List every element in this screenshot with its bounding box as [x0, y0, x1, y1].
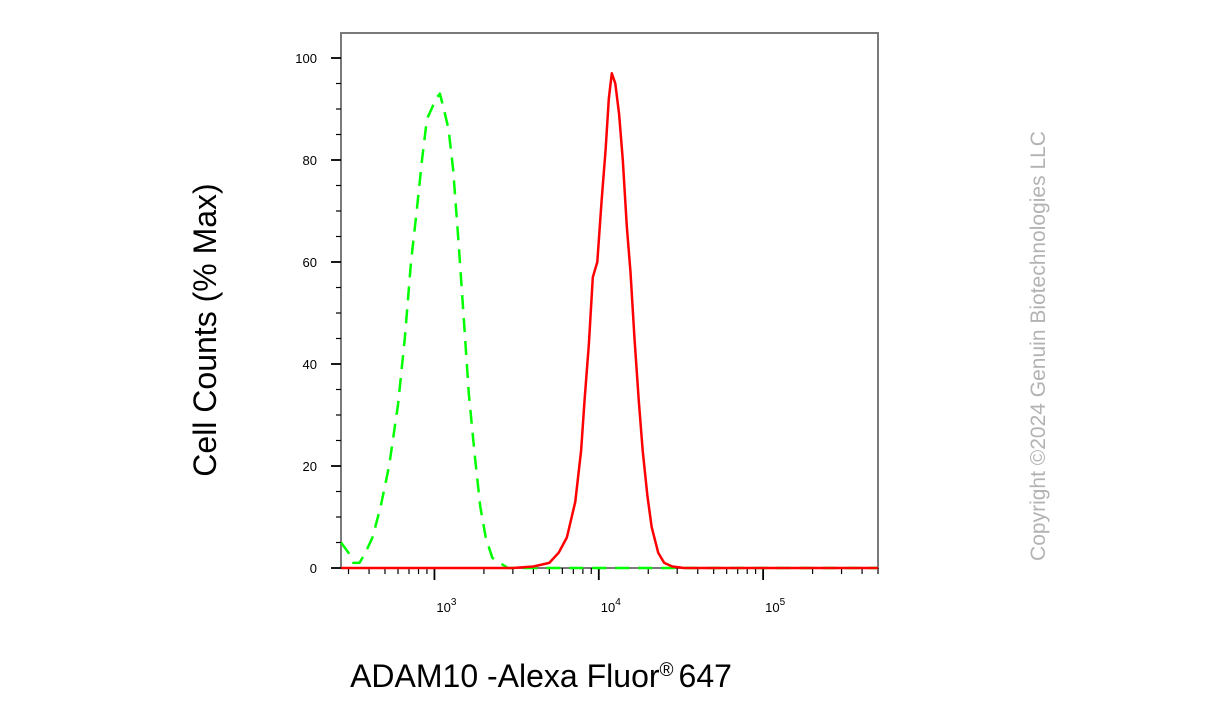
y-axis: 0 20 40 60 80 100 — [295, 51, 341, 576]
y-tick-label: 80 — [303, 153, 317, 168]
x-tick-label: 104 — [601, 597, 621, 615]
x-tick-label: 103 — [436, 597, 456, 615]
x-axis-title-main: ADAM10 -Alexa Fluor — [350, 658, 660, 694]
series-layer — [339, 72, 878, 570]
plot-frame — [340, 32, 879, 569]
y-tick-label: 60 — [303, 255, 317, 270]
y-tick-label: 0 — [310, 561, 317, 576]
x-axis-title: ADAM10 -Alexa Fluor® 647 — [350, 658, 732, 694]
y-axis-title: Cell Counts (% Max) — [187, 183, 223, 476]
y-tick-label: 20 — [303, 459, 317, 474]
x-axis: 103 104 105 — [347, 568, 879, 615]
y-tick-label: 100 — [295, 51, 317, 66]
control-series-line — [339, 92, 878, 570]
y-tick-label: 40 — [303, 357, 317, 372]
x-axis-title-registered-mark: ® — [660, 660, 674, 681]
copyright-watermark: Copyright ©2024 Genuin Biotechnologies L… — [1027, 131, 1050, 561]
x-tick-label: 105 — [765, 597, 785, 615]
adam10-series-line — [341, 72, 878, 570]
x-axis-title-suffix: 647 — [679, 658, 732, 694]
